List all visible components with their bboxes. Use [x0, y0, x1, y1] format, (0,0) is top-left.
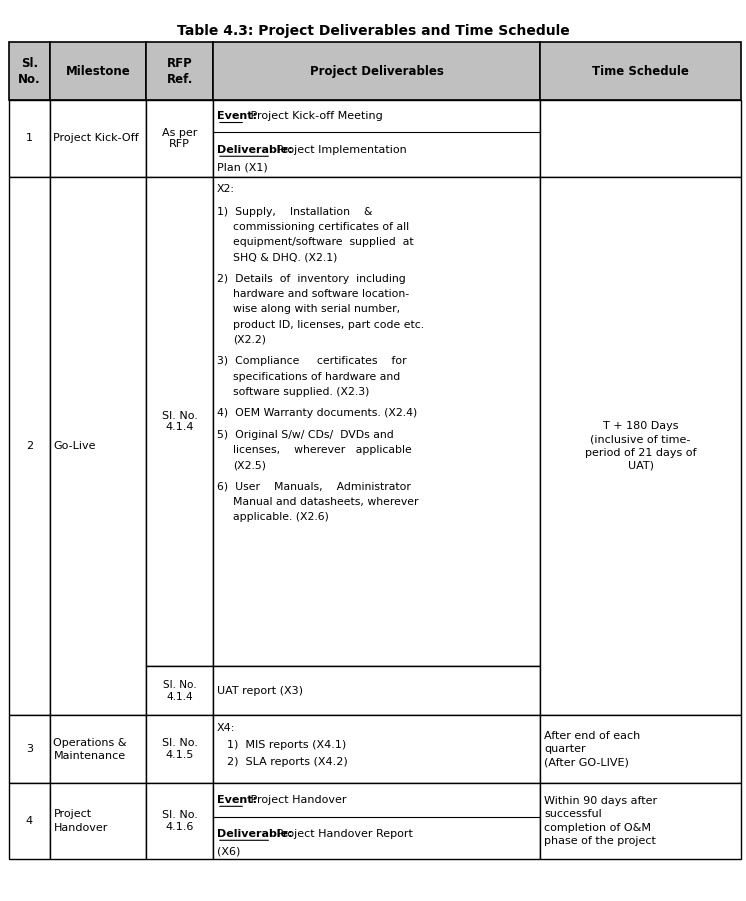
FancyBboxPatch shape: [9, 177, 50, 715]
FancyBboxPatch shape: [146, 177, 213, 666]
Text: Deliverable:: Deliverable:: [217, 829, 292, 839]
Text: hardware and software location-: hardware and software location-: [233, 289, 410, 299]
FancyBboxPatch shape: [146, 100, 213, 177]
FancyBboxPatch shape: [50, 715, 146, 783]
FancyBboxPatch shape: [146, 666, 213, 715]
FancyBboxPatch shape: [213, 41, 540, 100]
Text: (X2.2): (X2.2): [233, 335, 266, 345]
FancyBboxPatch shape: [146, 783, 213, 860]
Text: Project Kick-Off: Project Kick-Off: [54, 133, 139, 143]
Text: 4: 4: [25, 816, 33, 826]
Text: Sl. No.
4.1.6: Sl. No. 4.1.6: [162, 810, 198, 832]
Text: Operations &
Maintenance: Operations & Maintenance: [54, 738, 127, 760]
FancyBboxPatch shape: [146, 715, 213, 783]
Text: Table 4.3: Project Deliverables and Time Schedule: Table 4.3: Project Deliverables and Time…: [177, 23, 569, 38]
FancyBboxPatch shape: [50, 177, 146, 715]
FancyBboxPatch shape: [213, 100, 540, 177]
Text: 2)  SLA reports (X4.2): 2) SLA reports (X4.2): [227, 757, 348, 767]
Text: Sl. No.
4.1.4: Sl. No. 4.1.4: [162, 411, 198, 432]
Text: Sl. No.
4.1.5: Sl. No. 4.1.5: [162, 738, 198, 760]
FancyBboxPatch shape: [9, 100, 50, 177]
Text: Project Deliverables: Project Deliverables: [310, 65, 444, 77]
FancyBboxPatch shape: [9, 715, 50, 783]
Text: Sl. No.
4.1.4: Sl. No. 4.1.4: [163, 680, 197, 702]
Text: As per
RFP: As per RFP: [162, 128, 198, 150]
Text: UAT report (X3): UAT report (X3): [217, 686, 303, 696]
Text: commissioning certificates of all: commissioning certificates of all: [233, 222, 410, 232]
Text: (X2.5): (X2.5): [233, 460, 266, 470]
FancyBboxPatch shape: [50, 100, 146, 177]
Text: X4:: X4:: [217, 723, 235, 733]
Text: Go-Live: Go-Live: [54, 441, 96, 451]
Text: Project Implementation: Project Implementation: [273, 145, 407, 155]
Text: specifications of hardware and: specifications of hardware and: [233, 371, 401, 381]
Text: Sl.
No.: Sl. No.: [18, 57, 40, 86]
Text: 1)  Supply,    Installation    &: 1) Supply, Installation &: [217, 206, 372, 216]
FancyBboxPatch shape: [540, 715, 741, 783]
FancyBboxPatch shape: [213, 715, 540, 783]
Text: Time Schedule: Time Schedule: [592, 65, 689, 77]
Text: Project Handover Report: Project Handover Report: [273, 829, 413, 839]
Text: After end of each
quarter
(After GO-LIVE): After end of each quarter (After GO-LIVE…: [544, 731, 640, 768]
Text: 4)  OEM Warranty documents. (X2.4): 4) OEM Warranty documents. (X2.4): [217, 408, 417, 418]
Text: 6)  User    Manuals,    Administrator: 6) User Manuals, Administrator: [217, 481, 411, 491]
Text: SHQ & DHQ. (X2.1): SHQ & DHQ. (X2.1): [233, 252, 338, 262]
Text: Project Handover: Project Handover: [247, 795, 346, 805]
Text: equipment/software  supplied  at: equipment/software supplied at: [233, 237, 414, 247]
FancyBboxPatch shape: [540, 783, 741, 860]
FancyBboxPatch shape: [213, 783, 540, 860]
Text: 1: 1: [26, 133, 33, 143]
Text: Event:: Event:: [217, 111, 257, 122]
Text: Milestone: Milestone: [66, 65, 131, 77]
Text: RFP
Ref.: RFP Ref.: [166, 57, 193, 86]
FancyBboxPatch shape: [540, 100, 741, 177]
Text: X2:: X2:: [217, 184, 235, 194]
Text: Project
Handover: Project Handover: [54, 809, 107, 833]
Text: Plan (X1): Plan (X1): [217, 162, 268, 172]
Text: Manual and datasheets, wherever: Manual and datasheets, wherever: [233, 496, 419, 506]
Text: product ID, licenses, part code etc.: product ID, licenses, part code etc.: [233, 320, 424, 330]
Text: 2)  Details  of  inventory  including: 2) Details of inventory including: [217, 274, 406, 284]
Text: 2: 2: [25, 441, 33, 451]
Text: licenses,    wherever   applicable: licenses, wherever applicable: [233, 445, 412, 455]
Text: 3: 3: [26, 744, 33, 754]
FancyBboxPatch shape: [146, 41, 213, 100]
Text: Within 90 days after
successful
completion of O&M
phase of the project: Within 90 days after successful completi…: [544, 796, 657, 846]
Text: (X6): (X6): [217, 846, 240, 856]
FancyBboxPatch shape: [213, 177, 540, 666]
FancyBboxPatch shape: [50, 783, 146, 860]
FancyBboxPatch shape: [540, 177, 741, 715]
FancyBboxPatch shape: [50, 41, 146, 100]
Text: 3)  Compliance     certificates    for: 3) Compliance certificates for: [217, 356, 407, 367]
FancyBboxPatch shape: [9, 41, 50, 100]
Text: T + 180 Days
(inclusive of time-
period of 21 days of
UAT): T + 180 Days (inclusive of time- period …: [585, 421, 696, 471]
FancyBboxPatch shape: [540, 41, 741, 100]
Text: 1)  MIS reports (X4.1): 1) MIS reports (X4.1): [227, 740, 346, 750]
Text: applicable. (X2.6): applicable. (X2.6): [233, 512, 329, 522]
Text: 5)  Original S/w/ CDs/  DVDs and: 5) Original S/w/ CDs/ DVDs and: [217, 430, 394, 440]
FancyBboxPatch shape: [213, 666, 540, 715]
FancyBboxPatch shape: [9, 783, 50, 860]
Text: wise along with serial number,: wise along with serial number,: [233, 305, 401, 314]
Text: Deliverable:: Deliverable:: [217, 145, 292, 155]
Text: Event:: Event:: [217, 795, 257, 805]
Text: Project Kick-off Meeting: Project Kick-off Meeting: [247, 111, 383, 122]
Text: software supplied. (X2.3): software supplied. (X2.3): [233, 387, 370, 396]
